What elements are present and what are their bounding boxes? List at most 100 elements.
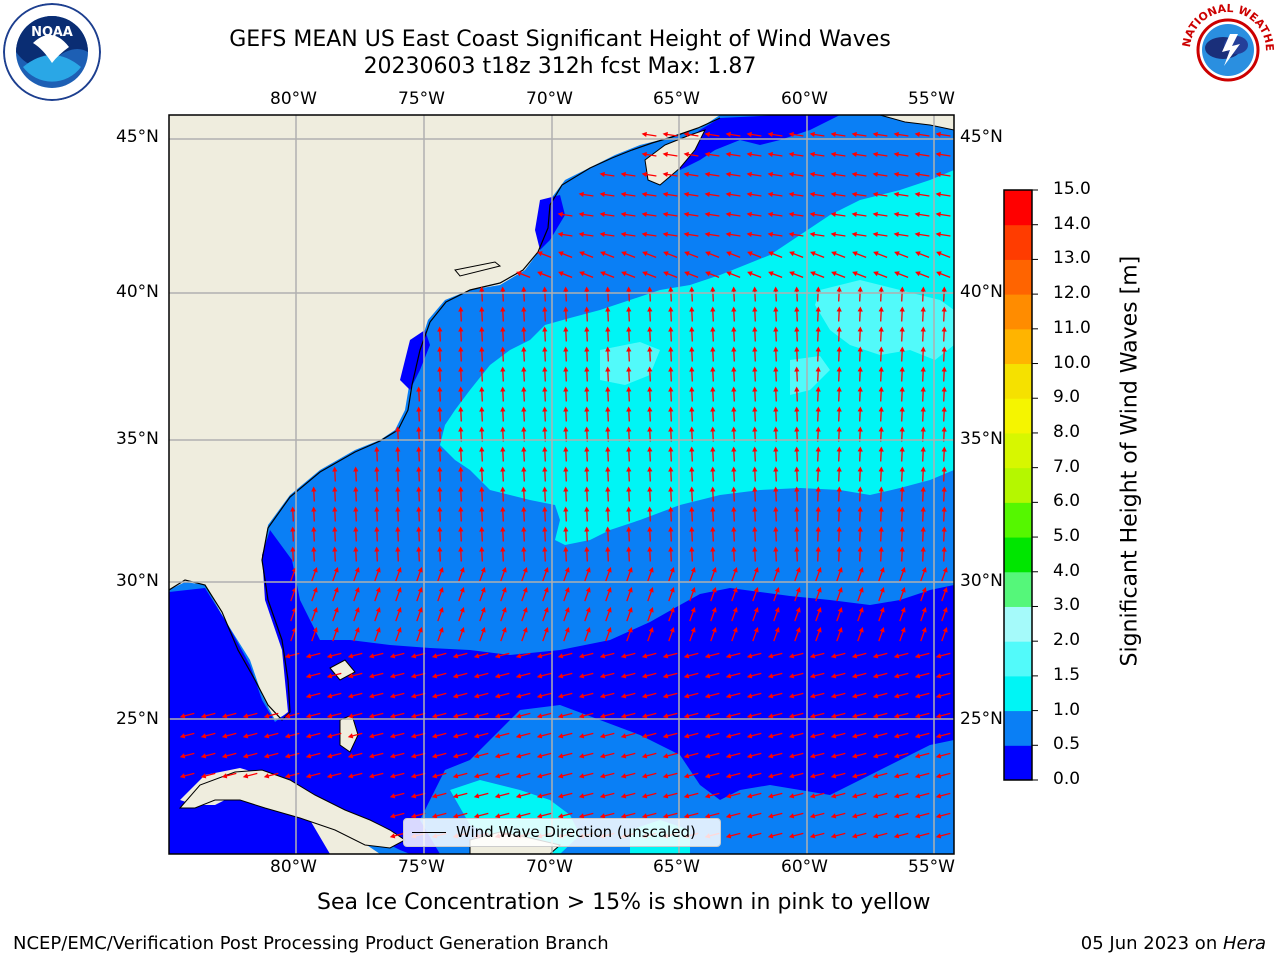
wind-wave-arrow	[641, 692, 657, 699]
wind-wave-arrow	[389, 652, 405, 659]
wind-wave-arrow	[542, 627, 549, 642]
wind-wave-arrow	[746, 211, 762, 217]
wind-wave-arrow	[647, 386, 653, 402]
wind-wave-arrow	[605, 326, 611, 342]
wind-wave-arrow	[479, 546, 485, 562]
wind-wave-arrow	[747, 271, 762, 279]
wind-wave-arrow	[437, 567, 444, 582]
wind-wave-arrow	[668, 286, 674, 302]
wind-wave-arrow	[416, 567, 423, 582]
wind-wave-arrow	[647, 526, 653, 542]
wind-wave-arrow	[557, 652, 573, 659]
wind-wave-arrow	[710, 506, 716, 522]
wind-wave-arrow	[563, 546, 569, 562]
wind-wave-arrow	[578, 211, 594, 217]
wind-wave-arrow	[516, 271, 531, 279]
wind-wave-arrow	[689, 627, 696, 642]
wind-wave-arrow	[542, 567, 549, 582]
wind-wave-arrow	[857, 366, 863, 382]
colorbar-segment	[1004, 710, 1032, 746]
wind-wave-arrow	[437, 366, 443, 382]
wind-wave-arrow	[563, 486, 569, 502]
wind-wave-arrow	[899, 486, 905, 502]
wind-wave-arrow	[284, 732, 300, 739]
wind-wave-arrow	[920, 366, 926, 382]
wind-wave-arrow	[794, 326, 800, 342]
wind-wave-arrow	[857, 466, 863, 482]
wind-wave-arrow	[899, 506, 905, 522]
wind-wave-arrow	[584, 326, 590, 342]
wind-wave-arrow	[746, 692, 762, 699]
lat-label-left-30n: 30°N	[116, 571, 159, 591]
wind-wave-arrow	[416, 526, 422, 542]
wind-wave-arrow	[815, 346, 821, 362]
wind-wave-arrow	[389, 772, 405, 779]
wind-wave-arrow	[836, 286, 842, 302]
wind-wave-arrow	[872, 171, 888, 177]
wind-wave-arrow	[941, 286, 947, 302]
wind-wave-arrow	[542, 286, 548, 302]
footer-host: Hera	[1222, 933, 1266, 954]
wind-wave-arrow	[809, 692, 825, 699]
wind-wave-arrow	[479, 286, 485, 302]
wind-wave-arrow	[620, 772, 636, 779]
wind-wave-arrow	[914, 792, 930, 799]
wind-wave-arrow	[710, 286, 716, 302]
colorbar-tick-label: 8.0	[1053, 421, 1081, 442]
wind-wave-arrow	[768, 251, 783, 259]
wind-wave-arrow	[915, 271, 930, 279]
wind-wave-arrow	[935, 151, 951, 157]
colorbar-segment	[1004, 398, 1032, 434]
wind-wave-arrow	[620, 211, 636, 217]
wind-wave-arrow	[815, 446, 821, 462]
wind-wave-arrow	[500, 286, 506, 302]
wind-wave-arrow	[710, 346, 716, 362]
colorbar-tick-label: 11.0	[1053, 317, 1091, 338]
wind-wave-arrow	[683, 732, 699, 739]
wind-wave-arrow	[683, 652, 699, 659]
wind-wave-arrow	[368, 712, 384, 719]
wind-wave-arrow	[536, 712, 552, 719]
wind-wave-arrow	[605, 627, 612, 642]
wind-wave-arrow	[353, 607, 360, 622]
wind-wave-arrow	[642, 271, 657, 279]
wind-wave-arrow	[851, 832, 867, 839]
map-frame	[168, 114, 955, 855]
wind-wave-arrow	[941, 506, 947, 522]
map-plot-area	[169, 115, 954, 854]
wind-wave-arrow	[815, 386, 821, 402]
wind-wave-arrow	[605, 506, 611, 522]
wind-wave-arrow	[515, 712, 531, 719]
wind-wave-arrow	[689, 366, 695, 382]
wind-wave-arrow	[452, 692, 468, 699]
colorbar-segment	[1004, 675, 1032, 712]
wind-wave-arrow	[557, 792, 573, 799]
wind-wave-arrow	[767, 151, 783, 157]
wind-wave-arrow	[389, 752, 405, 759]
wind-wave-arrow	[347, 732, 363, 739]
wind-wave-arrow	[353, 506, 359, 522]
wind-wave-arrow	[710, 466, 716, 482]
wind-wave-arrow	[515, 752, 531, 759]
wind-wave-arrow	[878, 587, 885, 602]
colorbar-segment	[1004, 745, 1032, 781]
wind-wave-arrow	[731, 546, 737, 562]
wind-wave-arrow	[641, 792, 657, 799]
wind-wave-arrow	[767, 131, 783, 137]
lon-label-bottom-80w: 80°W	[270, 857, 317, 877]
wind-wave-arrow	[872, 191, 888, 197]
colorbar-segment	[1004, 328, 1032, 365]
sea-band-1_5-2_0	[600, 280, 954, 395]
wind-wave-arrow	[647, 607, 654, 622]
wind-wave-arrow	[809, 752, 825, 759]
wind-wave-arrow	[647, 627, 654, 642]
wind-wave-arrow	[642, 251, 657, 259]
wind-wave-arrow	[641, 131, 657, 137]
wind-wave-arrow	[452, 672, 468, 679]
wind-wave-arrow	[731, 366, 737, 382]
wind-wave-arrow	[557, 752, 573, 759]
wind-wave-arrow	[873, 271, 888, 279]
wind-wave-arrow	[809, 231, 825, 237]
wind-wave-arrow	[500, 466, 506, 482]
wind-wave-arrow	[935, 752, 951, 759]
